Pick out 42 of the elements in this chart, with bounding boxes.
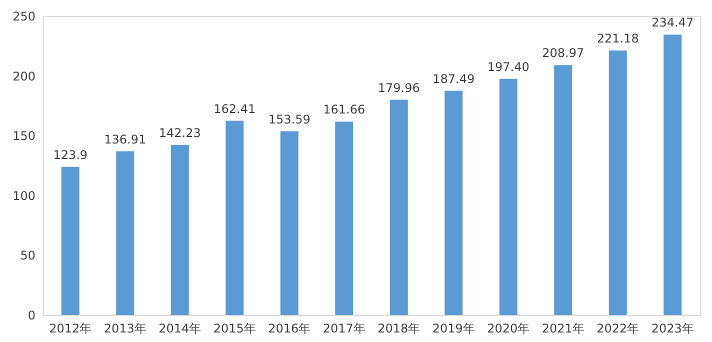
bar (61, 166, 80, 315)
x-tick-label: 2013年 (104, 322, 146, 336)
data-label: 162.41 (214, 102, 256, 116)
bar (390, 100, 408, 315)
x-tick-label: 2020年 (487, 322, 530, 336)
bar (170, 144, 189, 315)
data-label: 153.59 (268, 112, 310, 126)
bar (226, 120, 244, 315)
data-label: 142.23 (158, 126, 201, 140)
x-tick-label: 2021年 (542, 322, 584, 336)
data-label: 161.66 (323, 102, 366, 117)
bar (608, 50, 627, 315)
bar (664, 34, 682, 315)
x-tick-label: 2012年 (49, 322, 92, 336)
x-tick-label: 2019年 (432, 322, 475, 336)
x-tick-label: 2017年 (322, 322, 366, 336)
y-tick-label: 50 (20, 248, 36, 263)
data-label: 136.91 (104, 132, 146, 146)
x-tick-label: 2018年 (378, 322, 420, 336)
x-tick-label: 2023年 (651, 322, 694, 336)
bar (116, 151, 134, 315)
y-tick-label: 150 (12, 129, 36, 144)
data-label: 179.96 (378, 80, 420, 95)
bar (554, 65, 572, 315)
bar (280, 131, 298, 315)
data-label: 187.49 (432, 72, 475, 86)
data-label: 123.9 (53, 148, 88, 162)
x-tick-label: 2015年 (213, 322, 256, 336)
x-tick-label: 2014年 (158, 322, 202, 336)
bar (499, 78, 518, 315)
y-tick-label: 100 (12, 188, 36, 203)
y-tick-label: 250 (12, 10, 36, 24)
y-tick-label: 0 (28, 308, 36, 322)
bar (444, 90, 463, 315)
bar (335, 122, 354, 315)
data-label: 234.47 (652, 16, 694, 30)
data-label: 197.40 (487, 60, 530, 74)
x-tick-label: 2016年 (268, 322, 311, 336)
y-tick-label: 200 (12, 69, 36, 84)
data-label: 208.97 (542, 46, 584, 60)
data-label: 221.18 (596, 31, 639, 46)
x-tick-label: 2022年 (596, 322, 640, 336)
